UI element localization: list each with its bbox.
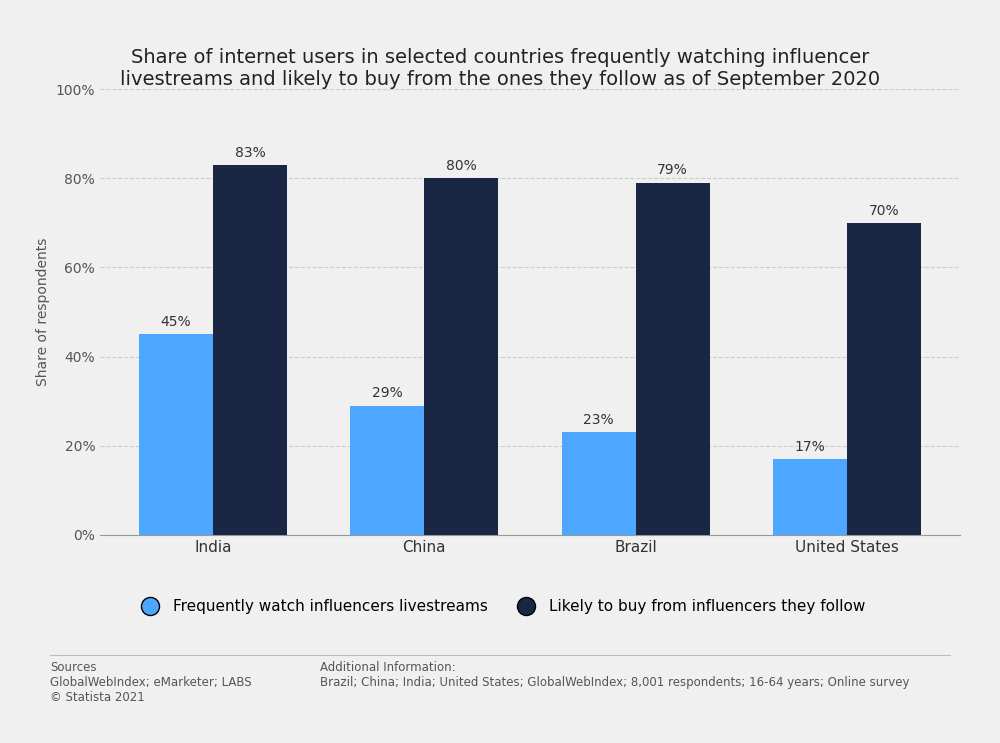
Bar [562,432,636,535]
Text: 17%: 17% [795,440,825,454]
Text: 83%: 83% [235,146,265,160]
Text: 70%: 70% [869,204,899,218]
Y-axis label: Share of respondents: Share of respondents [36,238,50,386]
Bar [424,178,498,535]
Text: 29%: 29% [372,386,403,400]
Bar [636,183,710,535]
Bar [139,334,213,535]
Legend: Frequently watch influencers livestreams, Likely to buy from influencers they fo: Frequently watch influencers livestreams… [129,593,871,620]
Text: 80%: 80% [446,159,477,173]
Text: 23%: 23% [583,413,614,427]
Bar [213,165,287,535]
Text: 45%: 45% [161,315,191,329]
Bar [350,406,424,535]
Text: Sources
GlobalWebIndex; eMarketer; LABS
© Statista 2021: Sources GlobalWebIndex; eMarketer; LABS … [50,661,252,704]
Bar [847,223,921,535]
Text: 79%: 79% [657,163,688,178]
Text: Share of internet users in selected countries frequently watching influencer
liv: Share of internet users in selected coun… [120,48,880,89]
Text: Additional Information:
Brazil; China; India; United States; GlobalWebIndex; 8,0: Additional Information: Brazil; China; I… [320,661,910,690]
Bar [773,459,847,535]
